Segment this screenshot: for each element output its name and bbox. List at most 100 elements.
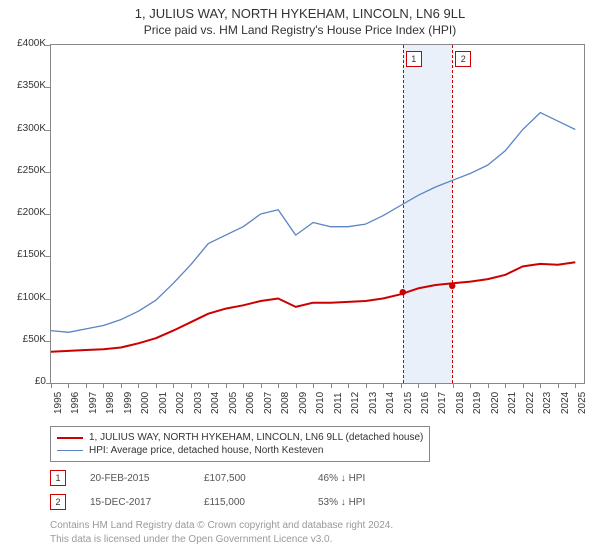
x-axis-label: 2020 xyxy=(490,392,501,414)
x-axis-label: 1999 xyxy=(123,392,134,414)
legend-label: 1, JULIUS WAY, NORTH HYKEHAM, LINCOLN, L… xyxy=(89,432,423,443)
y-axis-tick xyxy=(46,256,51,257)
sale-price: £107,500 xyxy=(204,473,294,484)
x-axis-label: 2008 xyxy=(280,392,291,414)
x-axis-label: 2017 xyxy=(437,392,448,414)
x-axis-tick xyxy=(558,383,559,388)
legend-item: HPI: Average price, detached house, Nort… xyxy=(57,444,423,457)
legend-label: HPI: Average price, detached house, Nort… xyxy=(89,445,323,456)
x-axis-label: 2005 xyxy=(228,392,239,414)
x-axis-label: 2023 xyxy=(542,392,553,414)
x-axis-tick xyxy=(348,383,349,388)
sale-marker-badge: 1 xyxy=(50,470,66,486)
x-axis-tick xyxy=(401,383,402,388)
x-axis-tick xyxy=(488,383,489,388)
x-axis-label: 2011 xyxy=(333,392,344,414)
x-axis-tick xyxy=(418,383,419,388)
legend-swatch xyxy=(57,450,83,451)
x-axis-tick xyxy=(261,383,262,388)
x-axis-tick xyxy=(138,383,139,388)
x-axis-tick xyxy=(505,383,506,388)
y-axis-tick xyxy=(46,299,51,300)
x-axis-label: 2018 xyxy=(455,392,466,414)
x-axis-label: 2024 xyxy=(560,392,571,414)
x-axis-label: 2022 xyxy=(525,392,536,414)
x-axis-label: 2015 xyxy=(403,392,414,414)
x-axis-tick xyxy=(523,383,524,388)
x-axis-label: 2003 xyxy=(193,392,204,414)
x-axis-tick xyxy=(208,383,209,388)
y-axis-tick xyxy=(46,172,51,173)
x-axis-tick xyxy=(51,383,52,388)
x-axis-label: 2021 xyxy=(507,392,518,414)
x-axis-tick xyxy=(366,383,367,388)
x-axis-label: 2009 xyxy=(298,392,309,414)
x-axis-label: 2004 xyxy=(210,392,221,414)
x-axis-tick xyxy=(540,383,541,388)
x-axis-label: 2012 xyxy=(350,392,361,414)
legend-item: 1, JULIUS WAY, NORTH HYKEHAM, LINCOLN, L… xyxy=(57,431,423,444)
x-axis-label: 2001 xyxy=(158,392,169,414)
line-layer xyxy=(51,45,584,383)
x-axis-tick xyxy=(278,383,279,388)
x-axis-tick xyxy=(575,383,576,388)
x-axis-tick xyxy=(296,383,297,388)
legend-swatch xyxy=(57,437,83,439)
x-axis-label: 2010 xyxy=(315,392,326,414)
x-axis-label: 2019 xyxy=(472,392,483,414)
y-axis-label: £350K xyxy=(2,80,46,91)
x-axis-label: 1996 xyxy=(70,392,81,414)
x-axis-tick xyxy=(435,383,436,388)
x-axis-label: 2016 xyxy=(420,392,431,414)
x-axis-tick xyxy=(226,383,227,388)
x-axis-label: 2000 xyxy=(140,392,151,414)
y-axis-label: £400K xyxy=(2,38,46,49)
y-axis-label: £100K xyxy=(2,292,46,303)
sale-pct-vs-hpi: 46% ↓ HPI xyxy=(318,473,408,484)
x-axis-label: 1995 xyxy=(53,392,64,414)
x-axis-tick xyxy=(313,383,314,388)
y-axis-tick xyxy=(46,130,51,131)
title-line-2: Price paid vs. HM Land Registry's House … xyxy=(0,21,600,41)
x-axis-tick xyxy=(470,383,471,388)
footer-license: This data is licensed under the Open Gov… xyxy=(50,534,332,547)
footer-copyright: Contains HM Land Registry data © Crown c… xyxy=(50,520,393,533)
sale-row: 1 20-FEB-2015 £107,500 46% ↓ HPI xyxy=(50,470,408,486)
sale-date: 20-FEB-2015 xyxy=(90,473,180,484)
sale-row: 2 15-DEC-2017 £115,000 53% ↓ HPI xyxy=(50,494,408,510)
x-axis-tick xyxy=(383,383,384,388)
x-axis-tick xyxy=(331,383,332,388)
plot-area: 12 xyxy=(50,44,585,384)
x-axis-tick xyxy=(121,383,122,388)
sale-date: 15-DEC-2017 xyxy=(90,497,180,508)
y-axis-tick xyxy=(46,87,51,88)
chart-container: 1, JULIUS WAY, NORTH HYKEHAM, LINCOLN, L… xyxy=(0,0,600,560)
y-axis-label: £0 xyxy=(2,376,46,387)
x-axis-label: 2013 xyxy=(368,392,379,414)
x-axis-tick xyxy=(68,383,69,388)
y-axis-tick xyxy=(46,341,51,342)
y-axis-label: £150K xyxy=(2,249,46,260)
x-axis-label: 2002 xyxy=(175,392,186,414)
x-axis-tick xyxy=(103,383,104,388)
x-axis-label: 2014 xyxy=(385,392,396,414)
x-axis-tick xyxy=(156,383,157,388)
x-axis-tick xyxy=(453,383,454,388)
y-axis-label: £200K xyxy=(2,207,46,218)
y-axis-tick xyxy=(46,214,51,215)
title-line-1: 1, JULIUS WAY, NORTH HYKEHAM, LINCOLN, L… xyxy=(0,0,600,21)
sale-pct-vs-hpi: 53% ↓ HPI xyxy=(318,497,408,508)
x-axis-label: 1998 xyxy=(105,392,116,414)
x-axis-label: 2006 xyxy=(245,392,256,414)
x-axis-tick xyxy=(173,383,174,388)
y-axis-label: £50K xyxy=(2,334,46,345)
x-axis-label: 2007 xyxy=(263,392,274,414)
legend-box: 1, JULIUS WAY, NORTH HYKEHAM, LINCOLN, L… xyxy=(50,426,430,462)
y-axis-label: £250K xyxy=(2,165,46,176)
x-axis-label: 1997 xyxy=(88,392,99,414)
y-axis-label: £300K xyxy=(2,123,46,134)
y-axis-tick xyxy=(46,45,51,46)
sale-price: £115,000 xyxy=(204,497,294,508)
sale-marker-badge: 2 xyxy=(50,494,66,510)
x-axis-label: 2025 xyxy=(577,392,588,414)
